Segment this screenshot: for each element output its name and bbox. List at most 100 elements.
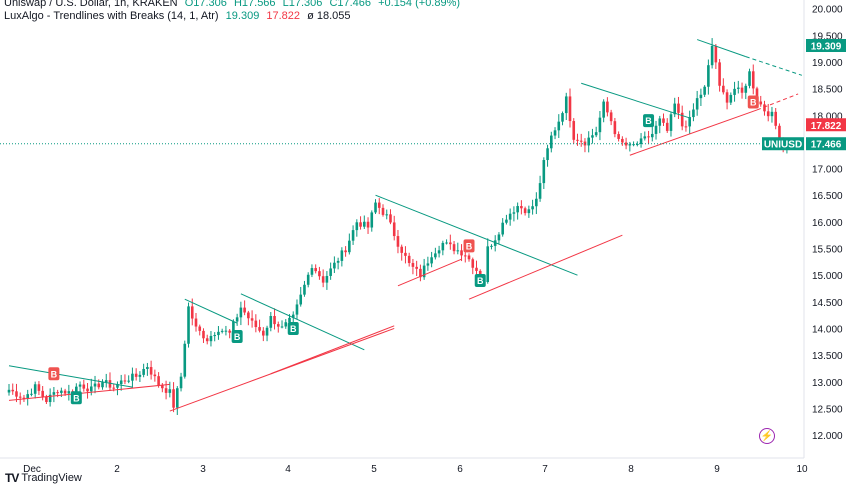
candle-body xyxy=(205,338,209,342)
candle-body xyxy=(486,246,490,283)
symbol-title: Uniswap / U.S. Dollar, 1h, KRAKEN xyxy=(4,0,178,9)
candle-body xyxy=(456,250,460,252)
candle-body xyxy=(520,206,523,209)
candle-body xyxy=(471,259,475,268)
candle-body xyxy=(755,88,759,102)
y-tick-label: 20.000 xyxy=(812,5,843,16)
candle-body xyxy=(512,212,516,214)
candle-body xyxy=(422,265,426,278)
candle-body xyxy=(568,96,572,122)
candle-body xyxy=(673,103,677,115)
trendline xyxy=(8,365,133,388)
candle-body xyxy=(329,268,332,276)
candle-body xyxy=(576,139,579,141)
indicator-legend[interactable]: LuxAlgo - Trendlines with Breaks (14, 1,… xyxy=(4,9,351,23)
candle-body xyxy=(258,327,261,331)
candle-body xyxy=(220,330,224,332)
candle-body xyxy=(591,135,594,138)
price-label: 19.309 xyxy=(811,41,842,52)
break-label: B xyxy=(73,393,80,403)
candle-body xyxy=(359,222,362,227)
candle-body xyxy=(183,343,187,377)
candle-body xyxy=(725,92,729,103)
candle-body xyxy=(355,222,359,231)
candle-body xyxy=(310,268,314,275)
candle-body xyxy=(172,389,175,408)
y-tick-label: 16.500 xyxy=(812,191,843,202)
candle-body xyxy=(662,118,665,123)
candle-body xyxy=(63,390,67,394)
break-label: B xyxy=(290,324,297,334)
candle-body xyxy=(33,384,37,394)
trendline xyxy=(240,293,365,351)
price-label-box xyxy=(806,137,846,151)
candle-body xyxy=(101,382,104,388)
break-label: B xyxy=(477,276,484,286)
candle-body xyxy=(411,263,415,267)
candle-body xyxy=(250,318,254,321)
candle-body xyxy=(168,389,172,393)
y-tick-label: 18.500 xyxy=(812,85,843,96)
candle-body xyxy=(733,88,736,95)
candle-body xyxy=(628,144,632,146)
candle-body xyxy=(707,65,710,87)
candle-body xyxy=(15,391,18,397)
candle-body xyxy=(273,315,276,325)
candle-body xyxy=(699,94,703,99)
candle-body xyxy=(149,367,153,375)
price-label: 17.822 xyxy=(811,121,842,132)
candle-body xyxy=(86,388,89,392)
candle-body xyxy=(190,306,194,319)
candle-body xyxy=(26,394,29,399)
candle-body xyxy=(624,142,628,146)
candle-body xyxy=(363,221,366,227)
break-label-box xyxy=(643,114,655,128)
candle-body xyxy=(41,390,44,397)
y-tick-label: 15.500 xyxy=(812,245,843,256)
candle-body xyxy=(594,132,598,136)
candle-body xyxy=(303,284,306,295)
break-label-box xyxy=(70,391,82,405)
candle-body xyxy=(67,391,71,394)
candle-body xyxy=(748,71,751,86)
candle-body xyxy=(254,320,258,328)
low-value: L17.306 xyxy=(282,0,323,9)
candle-body xyxy=(396,236,400,247)
candle-body xyxy=(516,206,519,213)
candle-body xyxy=(45,396,48,403)
candle-body xyxy=(463,255,467,257)
candle-body xyxy=(557,121,561,131)
trendline xyxy=(270,325,395,375)
candle-body xyxy=(535,198,538,207)
candle-body xyxy=(658,118,662,126)
indicator-name: LuxAlgo - Trendlines with Breaks (14, 1,… xyxy=(4,10,219,22)
candle-body xyxy=(157,376,160,386)
candle-body xyxy=(366,221,370,228)
candle-body xyxy=(617,134,620,139)
trendline xyxy=(696,39,746,58)
candle-body xyxy=(632,144,635,146)
candle-body xyxy=(407,255,411,264)
candle-body xyxy=(235,317,239,322)
tradingview-brand[interactable]: TV TradingView xyxy=(5,471,82,485)
candle-body xyxy=(692,109,695,118)
candle-body xyxy=(426,263,430,266)
candle-body xyxy=(75,386,78,393)
candle-body xyxy=(153,374,157,377)
candle-body xyxy=(722,85,725,93)
x-tick-label: 10 xyxy=(796,464,808,475)
candle-body xyxy=(138,374,142,377)
candle-body xyxy=(134,373,138,377)
candle-body xyxy=(744,85,748,93)
trendline xyxy=(8,383,170,401)
candle-body xyxy=(770,111,774,117)
lightning-icon[interactable]: ⚡ xyxy=(759,428,775,444)
trendline xyxy=(184,298,238,324)
candle-body xyxy=(127,380,130,382)
candle-body xyxy=(374,202,377,213)
price-label: 17.466 xyxy=(811,140,842,151)
indicator-upper-value: 19.309 xyxy=(225,10,260,22)
candle-body xyxy=(164,388,168,393)
candle-body xyxy=(553,130,557,136)
